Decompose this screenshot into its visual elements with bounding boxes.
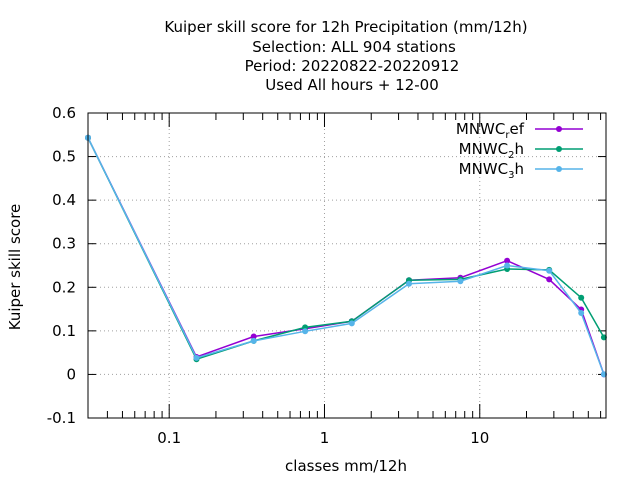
data-point [578, 310, 585, 316]
data-point [578, 294, 585, 301]
legend-swatch-marker-1 [556, 126, 562, 132]
data-point [302, 328, 309, 335]
data-point [546, 276, 553, 283]
tick-labels: -0.1 0 0.1 0.2 0.3 0.4 0.5 0.6 0.1 1 10 [47, 104, 490, 447]
legend-name-sub: r [505, 130, 510, 141]
x-tick-label: 1 [320, 429, 330, 447]
data-point [193, 354, 200, 361]
data-point [348, 320, 355, 327]
x-tick-label: 10 [470, 429, 489, 447]
axis-ticks [88, 112, 606, 419]
y-tick-label: 0.6 [52, 104, 76, 122]
data-point [250, 337, 257, 344]
legend-name-main: MNWC [456, 120, 505, 138]
data-point [546, 267, 553, 274]
series-line-2 [87, 137, 605, 361]
y-tick-label: 0.1 [52, 322, 76, 340]
legend-swatch-marker-2 [556, 146, 562, 152]
series-group [85, 134, 607, 378]
title-line-3: Period: 20220822-20220912 [245, 57, 460, 75]
legend-label-1: MNWCref [456, 120, 525, 141]
data-point [457, 278, 464, 285]
x-axis-label: classes mm/12h [285, 457, 407, 475]
data-point [250, 333, 257, 340]
legend-name-sub: 2 [508, 150, 514, 161]
data-point [406, 280, 412, 287]
y-tick-label: 0.5 [52, 148, 76, 166]
legend-name-main: MNWC [459, 140, 508, 158]
data-point [600, 334, 607, 341]
y-tick-label: -0.1 [47, 409, 76, 427]
title-line-2: Selection: ALL 904 stations [252, 38, 456, 56]
data-point [504, 257, 511, 264]
data-point [504, 262, 511, 269]
legend-name-sub: 3 [508, 170, 514, 181]
series-line-3 [87, 137, 605, 375]
grid [88, 112, 606, 419]
title-line-1: Kuiper skill score for 12h Precipitation… [164, 18, 527, 36]
y-tick-label: 0.4 [52, 191, 76, 209]
data-point [600, 371, 607, 378]
y-tick-label: 0.2 [52, 278, 76, 296]
legend-label-3: MNWC3h [459, 160, 524, 181]
y-tick-label: 0 [66, 365, 76, 383]
legend-label-2: MNWC2h [459, 140, 524, 161]
y-tick-label: 0.3 [52, 235, 76, 253]
legend-swatch-marker-3 [556, 166, 562, 172]
legend-name-rest: h [514, 160, 524, 178]
y-axis-label: Kuiper skill score [6, 204, 24, 331]
series-line-1 [87, 137, 605, 375]
legend-name-main: MNWC [459, 160, 508, 178]
legend-name-rest: h [514, 140, 524, 158]
title-line-4: Used All hours + 12-00 [265, 76, 439, 94]
legend-name-rest: ef [509, 120, 524, 138]
plot-frame [87, 112, 607, 419]
x-tick-label: 0.1 [157, 429, 181, 447]
chart-title: Kuiper skill score for 12h Precipitation… [164, 18, 527, 94]
